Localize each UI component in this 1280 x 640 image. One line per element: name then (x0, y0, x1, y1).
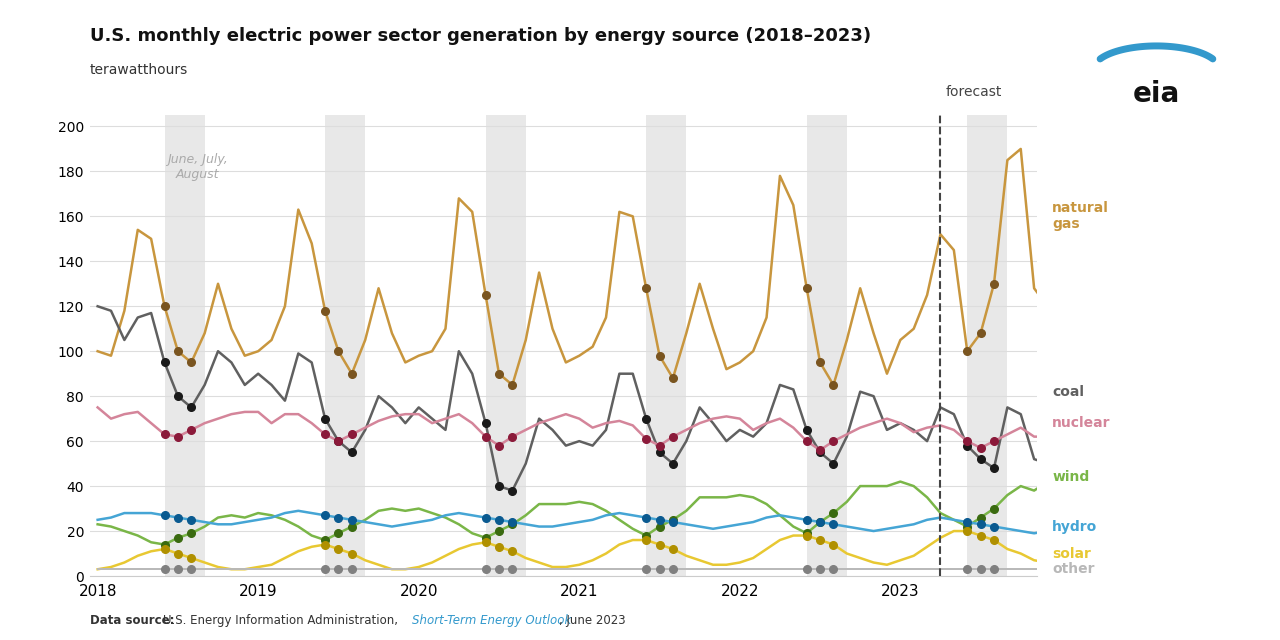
Bar (485, 115, 526, 576)
Text: U.S. monthly electric power sector generation by energy source (2018–2023): U.S. monthly electric power sector gener… (90, 27, 870, 45)
Text: forecast: forecast (946, 85, 1002, 99)
Bar (325, 115, 365, 576)
Text: nuclear: nuclear (1052, 416, 1111, 430)
Text: hydro: hydro (1052, 520, 1097, 534)
Text: eia: eia (1133, 80, 1180, 108)
Text: solar: solar (1052, 547, 1091, 561)
Text: terawatthours: terawatthours (90, 63, 188, 77)
Text: natural
gas: natural gas (1052, 201, 1108, 232)
Text: , June 2023: , June 2023 (559, 614, 626, 627)
Bar (165, 115, 205, 576)
Text: U.S. Energy Information Administration,: U.S. Energy Information Administration, (163, 614, 402, 627)
Text: coal: coal (1052, 385, 1084, 399)
Bar (968, 115, 1007, 576)
Text: other: other (1052, 563, 1094, 576)
Bar (806, 115, 847, 576)
Text: June, July,
August: June, July, August (166, 154, 228, 181)
Text: wind: wind (1052, 470, 1089, 484)
Bar (646, 115, 686, 576)
Text: Short-Term Energy Outlook: Short-Term Energy Outlook (412, 614, 571, 627)
Text: Data source:: Data source: (90, 614, 178, 627)
